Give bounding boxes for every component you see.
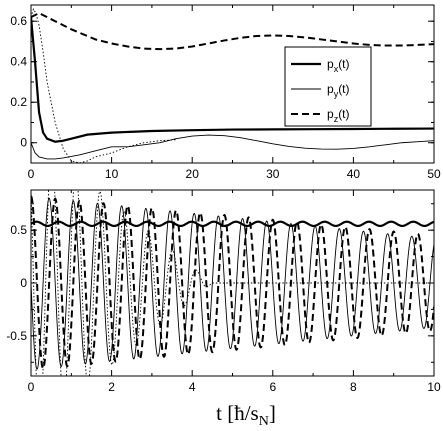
y-tick-label: 0 [20,136,27,150]
y-tick-label: 0.5 [10,223,27,237]
y-tick-label: -0.5 [6,329,27,343]
legend-box [284,46,372,127]
legend: px(t) py(t) pz(t) [284,46,372,127]
series-line-pzt [31,195,434,370]
y-tick-label: 0.2 [10,95,27,109]
y-tick-label: 0 [20,276,27,290]
bottom-panel: 0 2 4 6 8 10 -0.5 0 0.5 [6,189,441,394]
y-tick-label: 0.6 [10,14,27,28]
x-tick-label: 50 [427,167,441,181]
y-tick-label: 0.4 [10,55,27,69]
legend-entry-z: pz(t) [327,107,350,124]
series-line-pxt [31,17,434,143]
x-tick-label: 2 [108,380,115,394]
x-tick-label: 8 [350,380,357,394]
series-group [31,7,434,163]
legend-entry-y: py(t) [327,82,350,99]
legend-entry-x: px(t) [327,57,350,74]
series-line-pzt [31,11,434,51]
x-tick-label: 0 [28,167,35,181]
x-tick-label: 6 [269,380,276,394]
top-panel: 0 10 20 30 40 50 0 0.2 0.4 0.6 [10,4,441,181]
x-tick-label: 30 [266,167,280,181]
x-axis-label: t [ħ/sN] [216,401,276,429]
x-tick-label: 0 [28,380,35,394]
x-tick-label: 10 [427,380,441,394]
series-line-dotted-3 [31,7,177,163]
series-line-dotted-3 [31,190,434,376]
series-line-pyt [31,134,434,160]
series-group [31,190,434,376]
x-tick-label: 10 [105,167,119,181]
series-line-pxt [31,220,434,228]
plot-frame [30,4,435,164]
x-tick-label: 20 [186,167,200,181]
x-tick-label: 4 [189,380,196,394]
x-tick-label: 40 [347,167,361,181]
